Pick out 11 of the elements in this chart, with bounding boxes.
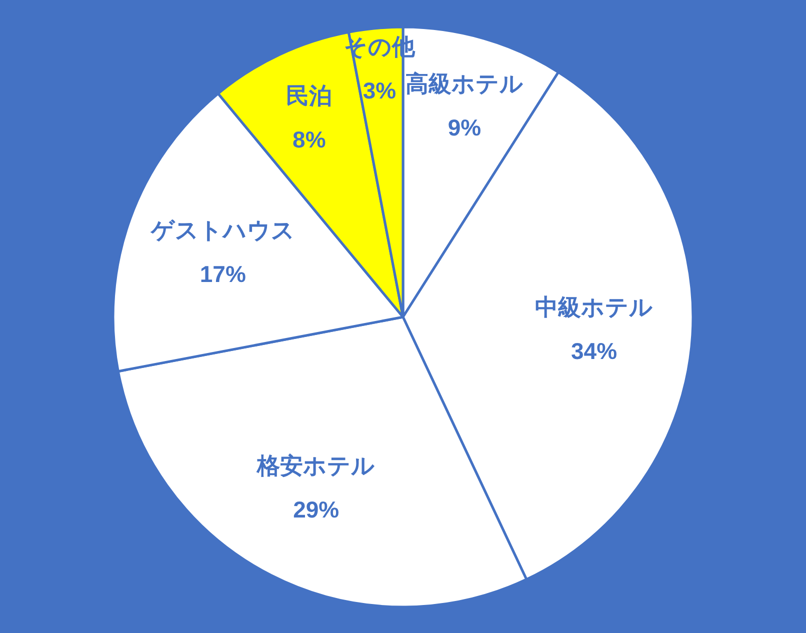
- slice-label: ゲストハウス: [150, 217, 295, 244]
- data-label: 29%: [293, 496, 340, 523]
- data-label: 17%: [200, 261, 246, 288]
- data-label: 34%: [571, 338, 618, 364]
- slice-label: 中級ホテル: [535, 294, 654, 320]
- slice-label: 高級ホテル: [405, 70, 524, 96]
- data-label: 8%: [292, 126, 326, 153]
- data-label: 9%: [448, 114, 482, 140]
- slice-label: 民泊: [286, 82, 332, 109]
- slice-label: 格安ホテル: [256, 452, 376, 479]
- data-label: 3%: [362, 78, 396, 104]
